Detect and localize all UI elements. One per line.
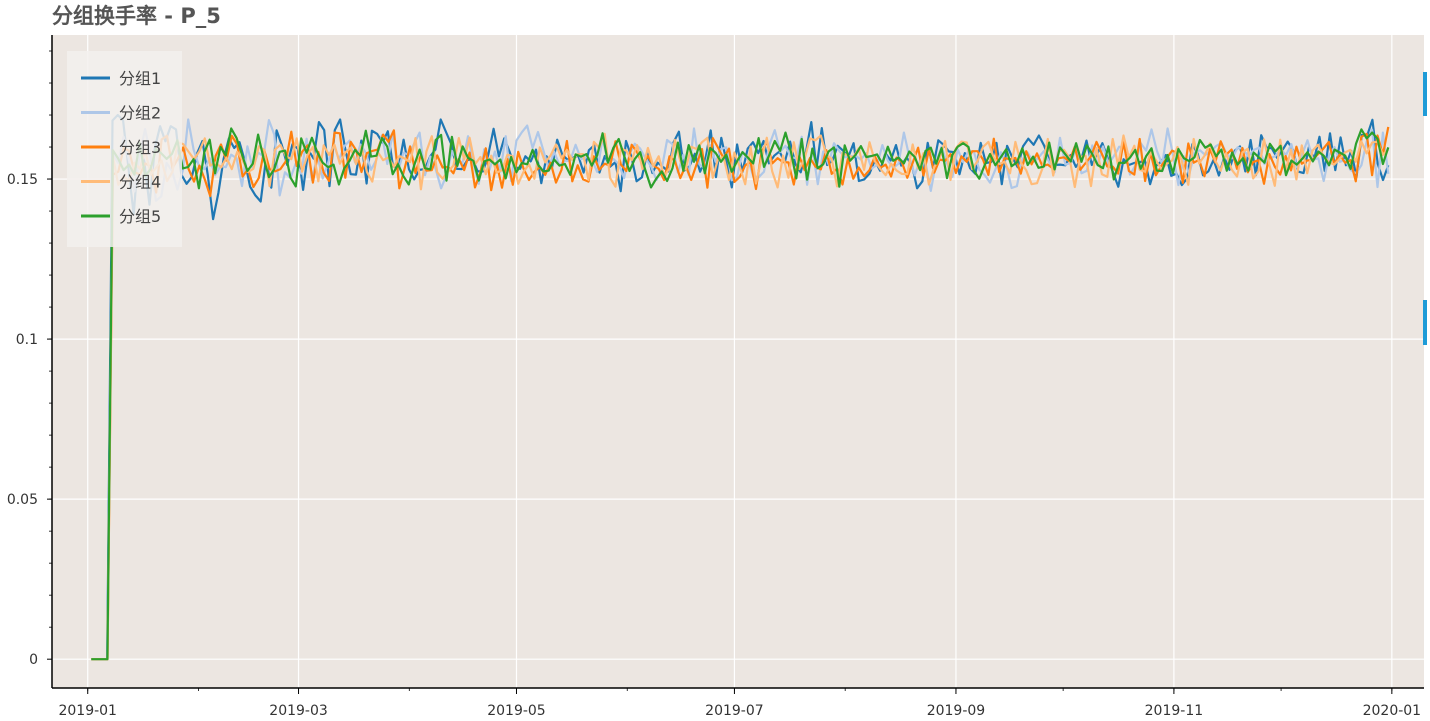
legend-label: 分组5: [119, 207, 161, 226]
axis-layer: 0 0.05 0.1 0.15 2019-01 2019-03 2019-05 2019-07…: [7, 35, 1427, 719]
plot-background: [52, 35, 1424, 688]
legend-box: [67, 51, 182, 247]
series-layer: [91, 113, 1390, 661]
y-tick-label: 0.05: [7, 492, 38, 508]
legend-label: 分组2: [119, 104, 161, 123]
x-tick-label: 2019-11: [1145, 703, 1204, 719]
series-line: [91, 132, 1390, 661]
chart-title: 分组换手率 - P_5: [52, 4, 221, 28]
series-line: [91, 126, 1390, 661]
grid-layer: [52, 35, 1424, 688]
x-tick-label: 2019-09: [927, 703, 986, 719]
legend[interactable]: 分组1 分组2 分组3 分组4 分组5: [67, 51, 182, 247]
x-tick-label: 2019-03: [269, 703, 328, 719]
legend-label: 分组1: [119, 69, 161, 88]
y-tick-label: 0.1: [16, 332, 38, 348]
x-tick-label: 2019-01: [58, 703, 117, 719]
series-line: [91, 127, 1390, 661]
y-tick-label: 0.15: [7, 172, 38, 188]
x-tick-label: 2019-07: [705, 703, 764, 719]
y-tick-label: 0: [29, 652, 38, 668]
x-tick-label: 2019-05: [487, 703, 546, 719]
x-tick-label: 2020-01: [1363, 703, 1422, 719]
legend-label: 分组4: [119, 173, 161, 192]
legend-label: 分组3: [119, 138, 161, 157]
